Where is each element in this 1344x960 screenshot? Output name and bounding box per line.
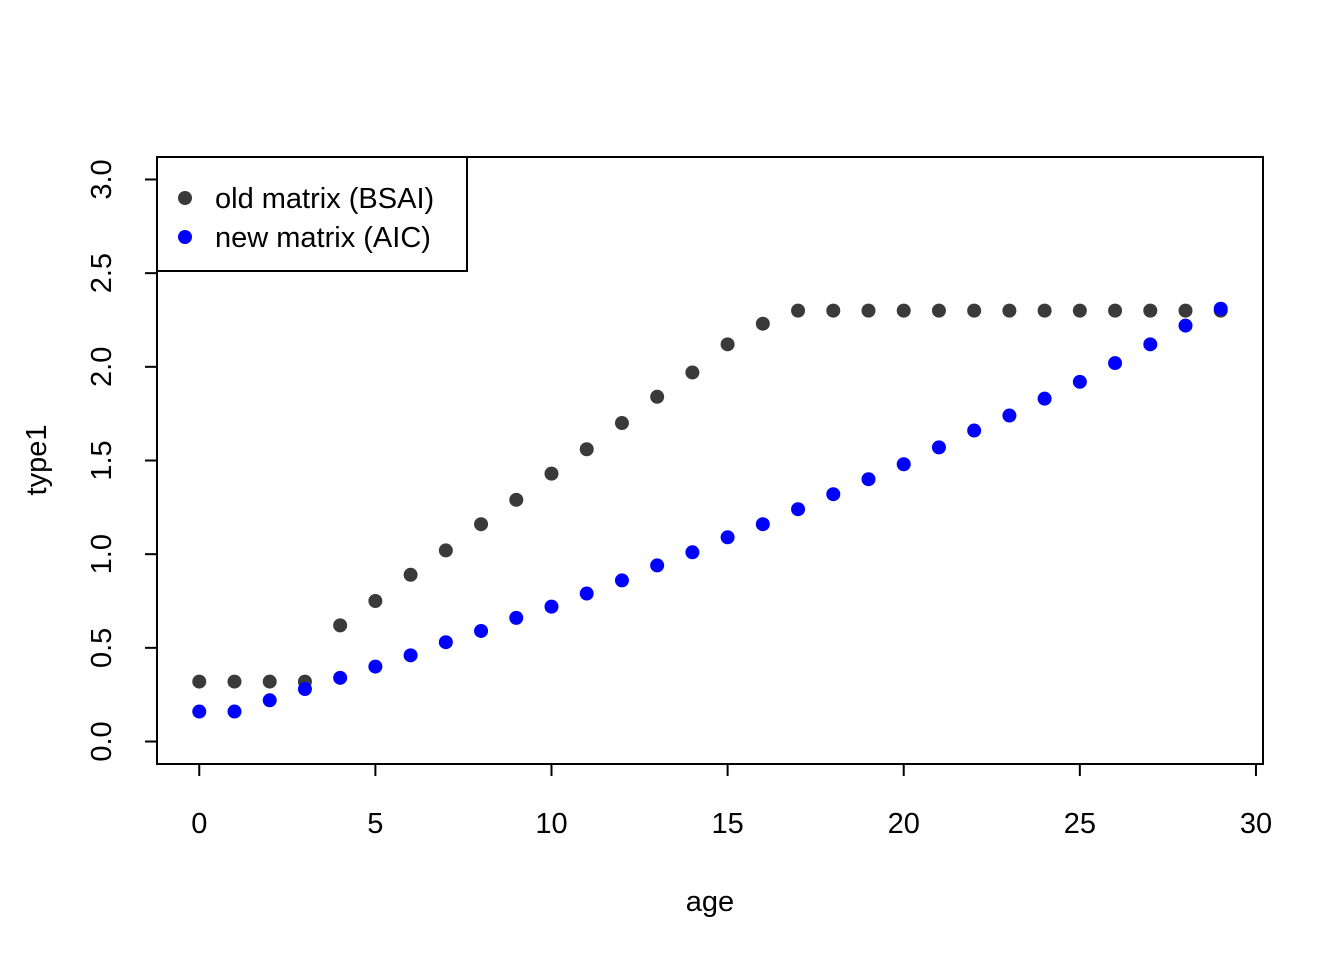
data-point-series-1 [826,487,841,502]
data-point-series-1 [1108,356,1123,371]
data-point-series-0 [1002,303,1017,318]
y-tick-label: 3.0 [86,159,118,199]
data-point-series-0 [368,594,383,609]
y-tick-label: 1.5 [86,440,118,480]
data-point-series-1 [720,530,735,545]
data-point-series-0 [509,492,524,507]
data-point-series-1 [685,545,700,560]
data-points [192,301,1228,719]
data-point-series-0 [650,389,665,404]
y-tick-label: 0.0 [86,721,118,761]
data-point-series-0 [1178,303,1193,318]
x-tick-label: 15 [711,808,743,840]
data-point-series-0 [967,303,982,318]
data-point-series-1 [192,704,207,719]
x-axis-label: age [686,886,734,918]
x-tick-label: 0 [191,808,207,840]
data-point-series-1 [297,682,312,697]
data-point-series-0 [1037,303,1052,318]
data-point-series-1 [791,502,806,517]
data-point-series-0 [896,303,911,318]
data-point-series-1 [967,423,982,438]
data-point-series-1 [614,573,629,588]
x-axis: 0 5 10 15 20 25 30 [191,763,1272,840]
data-point-series-1 [262,693,277,708]
data-point-series-1 [650,558,665,573]
data-point-series-1 [1213,301,1228,316]
data-point-series-1 [227,704,242,719]
data-point-series-0 [685,365,700,380]
legend-marker [178,230,192,244]
data-point-series-1 [403,648,418,663]
y-axis-label: type1 [21,425,53,496]
data-point-series-1 [544,599,559,614]
data-point-series-0 [755,316,770,331]
data-point-series-0 [192,674,207,689]
data-point-series-0 [826,303,841,318]
data-point-series-1 [509,610,524,625]
data-point-series-0 [227,674,242,689]
data-point-series-1 [474,623,489,638]
legend-label: new matrix (AIC) [215,222,431,254]
legend-marker [178,191,192,205]
data-point-series-0 [403,567,418,582]
data-point-series-1 [861,472,876,487]
legend-box [156,156,468,272]
data-point-series-1 [1143,337,1158,352]
y-tick-label: 2.0 [86,347,118,387]
data-point-series-1 [333,670,348,685]
y-tick-label: 2.5 [86,253,118,293]
y-axis: 0.0 0.5 1.0 1.5 2.0 2.5 3.0 [86,159,158,762]
data-point-series-1 [896,457,911,472]
data-point-series-0 [474,517,489,532]
data-point-series-1 [438,635,453,650]
data-point-series-1 [931,440,946,455]
data-point-series-0 [1143,303,1158,318]
data-point-series-0 [333,618,348,633]
x-tick-label: 5 [367,808,383,840]
legend-label: old matrix (BSAI) [215,183,434,215]
x-tick-label: 20 [888,808,920,840]
data-point-series-0 [614,416,629,431]
data-point-series-1 [1037,391,1052,406]
data-point-series-1 [1002,408,1017,423]
data-point-series-0 [1108,303,1123,318]
y-tick-label: 1.0 [86,534,118,574]
data-point-series-1 [1072,374,1087,389]
data-point-series-0 [791,303,806,318]
x-tick-label: 30 [1240,808,1272,840]
data-point-series-0 [861,303,876,318]
x-tick-label: 10 [535,808,567,840]
data-point-series-0 [931,303,946,318]
data-point-series-1 [368,659,383,674]
data-point-series-1 [755,517,770,532]
data-point-series-0 [262,674,277,689]
data-point-series-1 [579,586,594,601]
data-point-series-0 [579,442,594,457]
data-point-series-0 [720,337,735,352]
x-tick-label: 25 [1064,808,1096,840]
legend: old matrix (BSAI) new matrix (AIC) [156,156,468,272]
data-point-series-0 [544,466,559,481]
data-point-series-1 [1178,318,1193,333]
y-tick-label: 0.5 [86,628,118,668]
data-point-series-0 [1072,303,1087,318]
data-point-series-0 [438,543,453,558]
